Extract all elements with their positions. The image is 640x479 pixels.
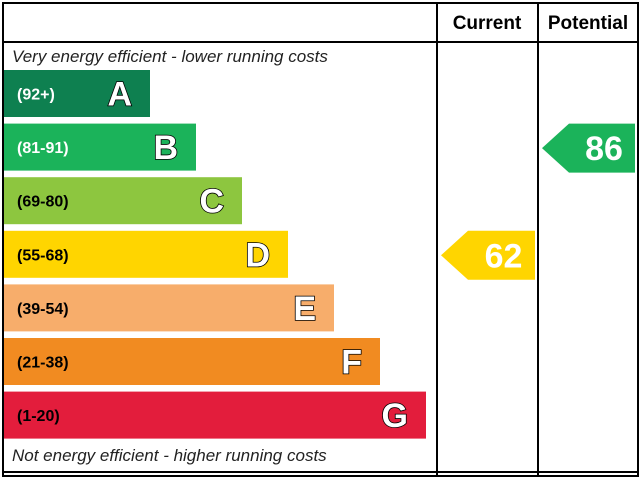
band-letter-g: G <box>382 397 408 435</box>
band-range-label-f: (21-38) <box>17 355 69 372</box>
current-rating-value: 62 <box>485 237 523 275</box>
band-bar-f <box>4 338 380 385</box>
band-bar-d <box>4 230 288 278</box>
rating-bands: (92+) A (81-91) B (69-80) C (55-68) D (39-54) E (2… <box>4 70 426 439</box>
band-bar-e <box>4 284 334 332</box>
band-bar-c <box>4 177 242 225</box>
band-letter-e: E <box>293 290 316 328</box>
band-range-label-d: (55-68) <box>17 247 69 264</box>
band-letter-d: D <box>245 236 270 274</box>
band-range-label-e: (39-54) <box>17 301 69 318</box>
current-column-header: Current <box>453 13 522 34</box>
rating-indicators: 62 86 <box>441 123 635 280</box>
bottom-efficiency-note: Not energy efficient - higher running co… <box>12 446 327 465</box>
band-bar-a <box>4 70 150 117</box>
potential-column-header: Potential <box>548 13 628 34</box>
band-letter-c: C <box>199 183 224 221</box>
band-range-label-a: (92+) <box>17 87 55 104</box>
potential-rating-value: 86 <box>585 130 623 168</box>
band-letter-f: F <box>341 344 362 382</box>
band-range-label-c: (69-80) <box>17 194 69 211</box>
current-rating-arrow <box>441 230 535 280</box>
band-range-label-g: (1-20) <box>17 408 60 425</box>
potential-rating-arrow <box>542 123 635 173</box>
band-bar-b <box>4 123 196 171</box>
band-range-label-b: (81-91) <box>17 140 69 157</box>
band-bar-g <box>4 391 426 439</box>
band-letter-b: B <box>153 129 178 167</box>
band-letter-a: A <box>107 76 132 114</box>
top-efficiency-note: Very energy efficient - lower running co… <box>12 47 328 66</box>
